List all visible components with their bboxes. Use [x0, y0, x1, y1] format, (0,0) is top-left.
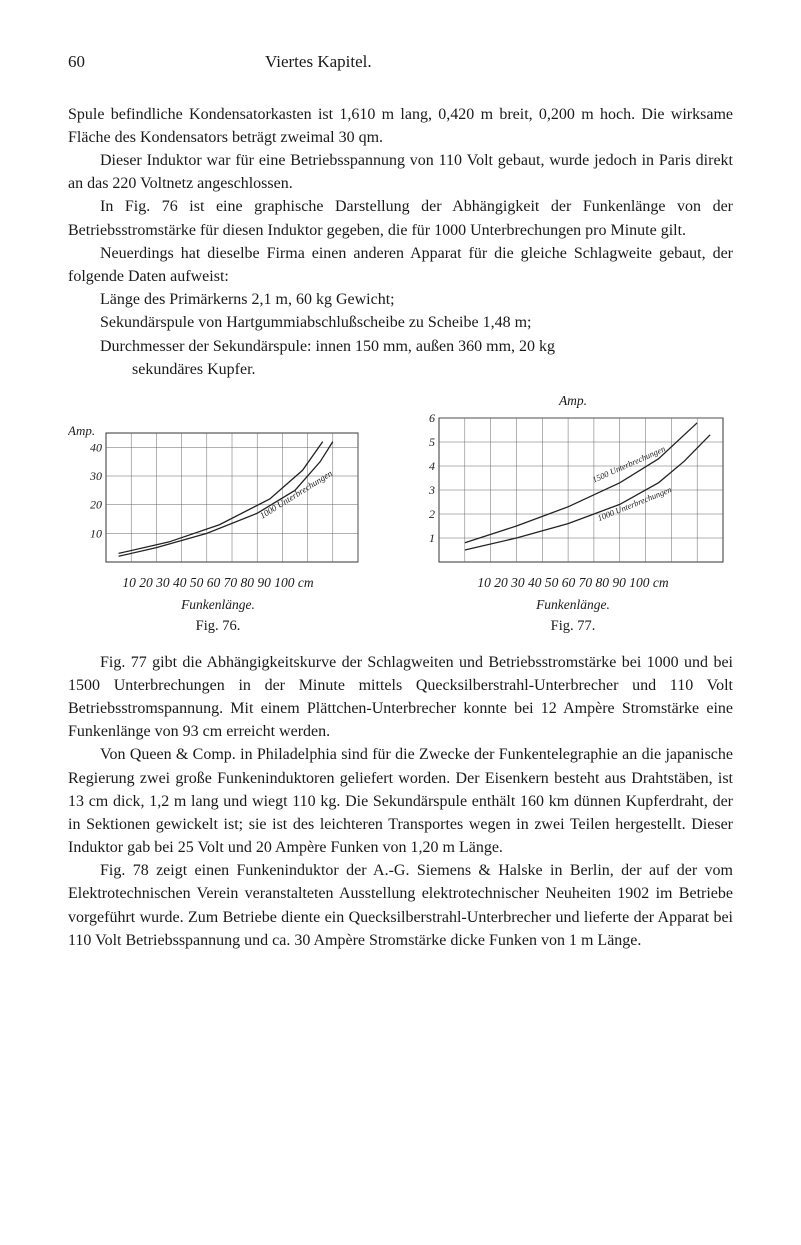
svg-text:1: 1 [429, 531, 435, 545]
chart-76-figno: Fig. 76. [196, 616, 241, 637]
svg-text:5: 5 [429, 435, 435, 449]
svg-text:10: 10 [90, 527, 102, 541]
charts-row: Amp.102030401000 Unterbrechungen 10 20 3… [68, 391, 733, 637]
chart-76-caption: Funkenlänge. [181, 596, 255, 614]
chart-76-xlabel: 10 20 30 40 50 60 70 80 90 100 cm [122, 574, 313, 592]
page-header: 60 Viertes Kapitel. [68, 50, 733, 75]
paragraph-9: Von Queen & Comp. in Philadelphia sind f… [68, 743, 733, 859]
svg-text:40: 40 [90, 441, 102, 455]
chart-76-block: Amp.102030401000 Unterbrechungen 10 20 3… [68, 425, 368, 636]
chart-76-svg: Amp.102030401000 Unterbrechungen [68, 425, 368, 570]
paragraph-4: Neuerdings hat dieselbe Firma einen ande… [68, 242, 733, 288]
paragraph-6: Sekundärspule von Hartgummiabschlußschei… [68, 311, 733, 334]
chart-77-xlabel: 10 20 30 40 50 60 70 80 90 100 cm [477, 574, 668, 592]
svg-text:Amp.: Amp. [68, 425, 95, 438]
chart-77-svg: 1234561500 Unterbrechungen1000 Unterbrec… [413, 410, 733, 570]
paragraph-3: In Fig. 76 ist eine graphische Darstellu… [68, 195, 733, 241]
chart-77-ylabel: Amp. [559, 391, 587, 411]
svg-text:3: 3 [428, 483, 435, 497]
svg-text:30: 30 [89, 469, 102, 483]
paragraph-2: Dieser Induktor war für eine Betriebsspa… [68, 149, 733, 195]
paragraph-1: Spule befindliche Kondensatorkasten ist … [68, 103, 733, 149]
chart-77-caption: Funkenlänge. [536, 596, 610, 614]
body-text: Spule befindliche Kondensatorkasten ist … [68, 103, 733, 381]
chart-77-figno: Fig. 77. [551, 616, 596, 637]
chapter-title: Viertes Kapitel. [265, 50, 372, 75]
paragraph-7b: sekundäres Kupfer. [68, 358, 733, 381]
paragraph-7: Durchmesser der Sekundärspule: innen 150… [68, 335, 733, 358]
svg-text:2: 2 [429, 507, 435, 521]
body-text-2: Fig. 77 gibt die Abhängigkeitskurve der … [68, 651, 733, 952]
paragraph-5: Länge des Primärkerns 2,1 m, 60 kg Gewic… [68, 288, 733, 311]
svg-text:6: 6 [429, 411, 435, 425]
chart-77-block: Amp. 1234561500 Unterbrechungen1000 Unte… [413, 391, 733, 637]
page-number: 60 [68, 50, 85, 75]
svg-text:4: 4 [429, 459, 435, 473]
svg-text:20: 20 [90, 498, 102, 512]
paragraph-8: Fig. 77 gibt die Abhängigkeitskurve der … [68, 651, 733, 744]
paragraph-10: Fig. 78 zeigt einen Funkeninduktor der A… [68, 859, 733, 952]
